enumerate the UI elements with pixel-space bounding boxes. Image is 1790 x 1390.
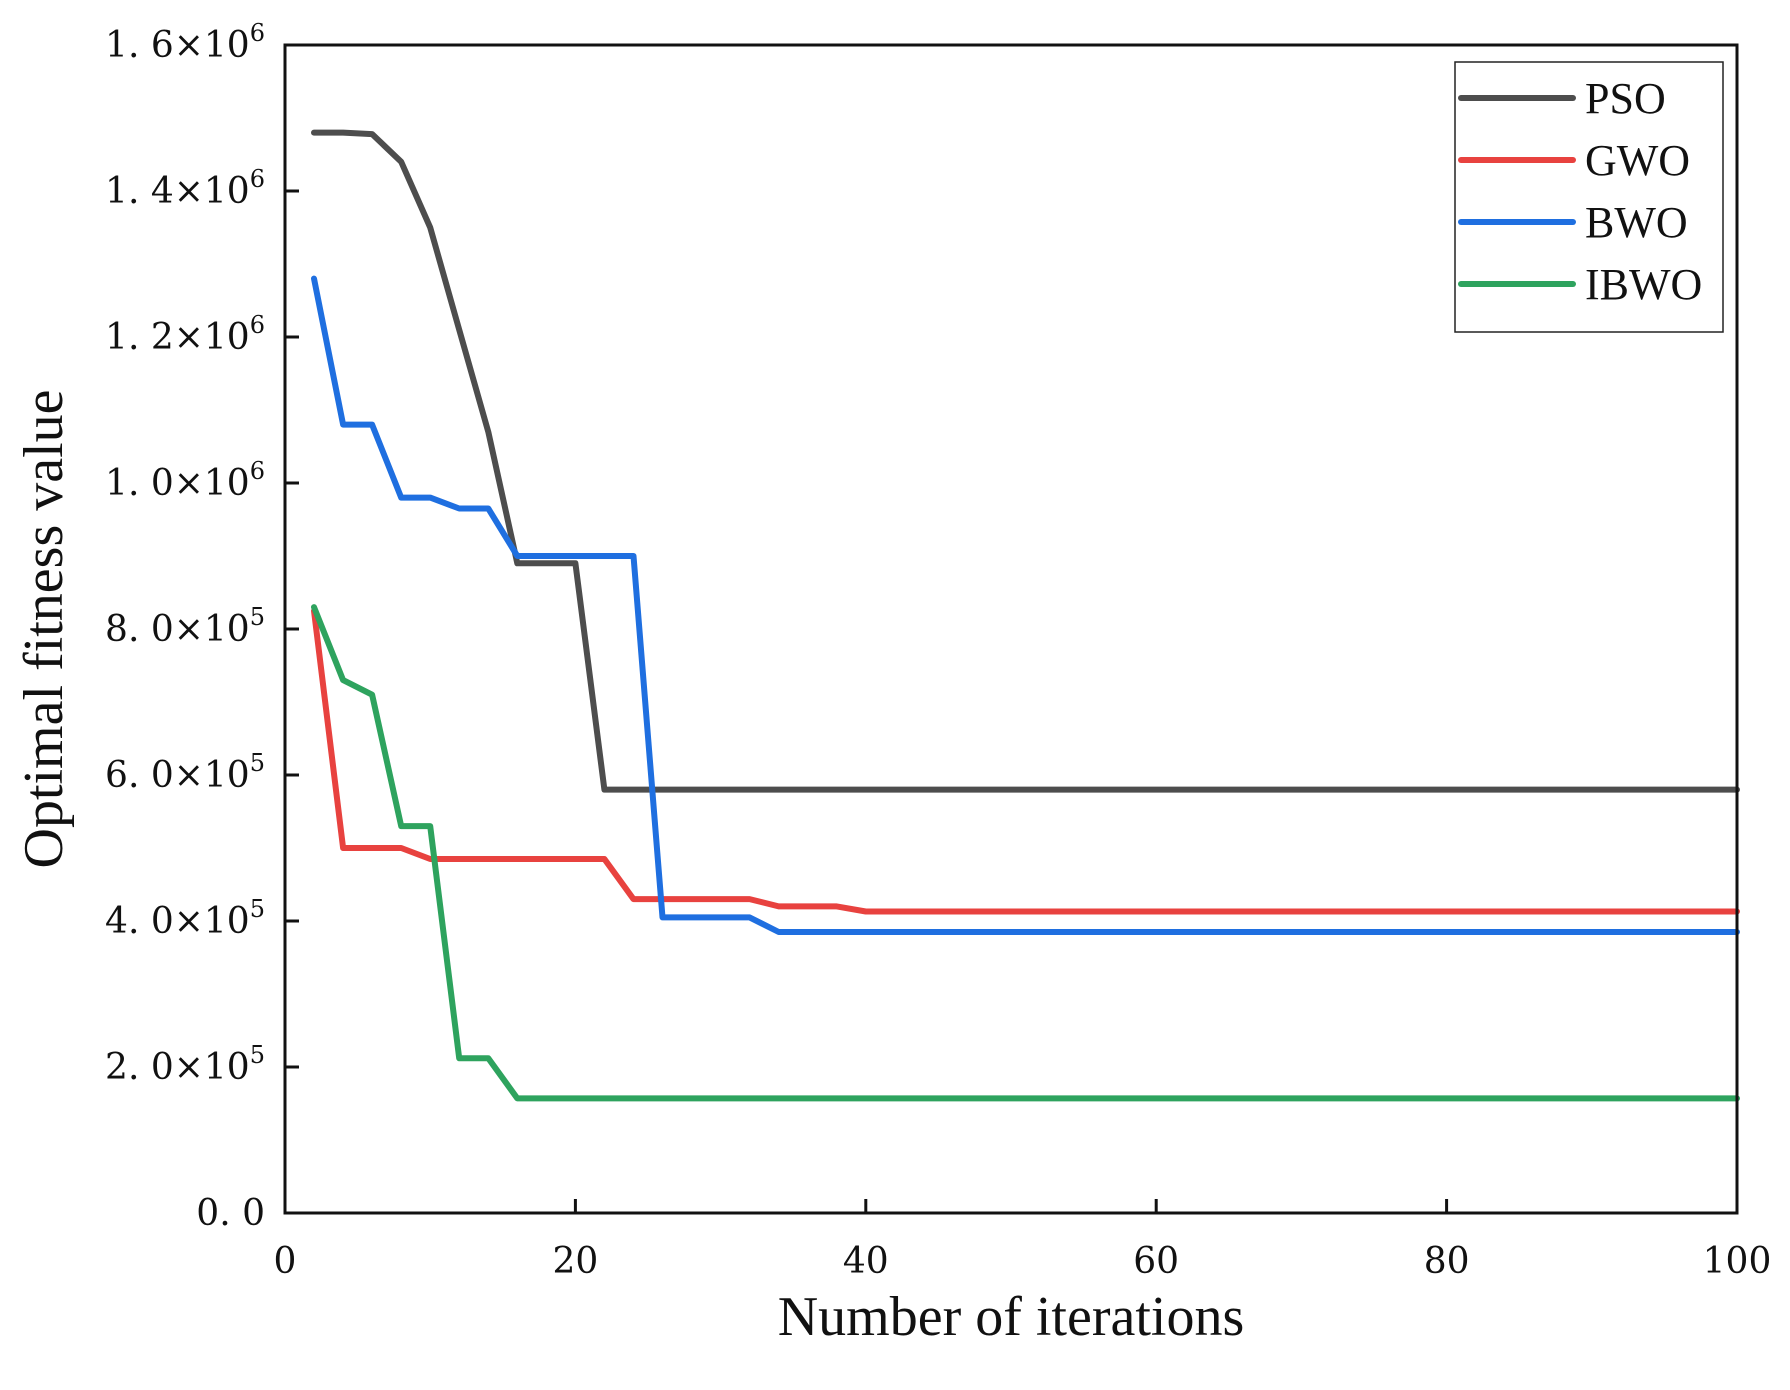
y-tick-label: 6. 0×105 — [105, 749, 265, 796]
y-axis-title: Optimal fitness value — [13, 389, 75, 868]
legend: PSO GWO BWO IBWO — [1454, 61, 1724, 333]
series-layer — [311, 129, 1740, 1102]
x-tick-label: 20 — [552, 1241, 598, 1282]
x-tick-label: 0 — [274, 1241, 297, 1282]
y-tick-label: 1. 2×106 — [105, 311, 265, 358]
series-line-ibwo — [311, 604, 1740, 1102]
x-tick-label: 60 — [1133, 1241, 1179, 1282]
y-tick-label: 2. 0×105 — [105, 1041, 265, 1088]
x-axis: 0 20 40 60 80 100 — [274, 1199, 1772, 1282]
x-tick-label: 80 — [1424, 1241, 1470, 1282]
legend-label-ibwo: IBWO — [1585, 260, 1702, 309]
x-axis-title: Number of iterations — [778, 1286, 1245, 1348]
legend-label-gwo: GWO — [1585, 136, 1690, 185]
x-tick-label: 40 — [843, 1241, 889, 1282]
y-tick-label: 1. 0×106 — [105, 457, 265, 504]
y-tick-label: 8. 0×105 — [105, 603, 265, 650]
legend-label-bwo: BWO — [1585, 198, 1688, 247]
series-line-gwo — [311, 607, 1740, 915]
y-axis: 0. 0 2. 0×105 4. 0×105 6. 0×105 8. 0×105 1. 0… — [105, 19, 299, 1234]
series-line-bwo — [311, 275, 1740, 935]
series-line-pso — [311, 129, 1740, 793]
y-tick-label: 4. 0×105 — [105, 895, 265, 942]
y-tick-label: 1. 4×106 — [105, 165, 265, 212]
x-tick-label: 100 — [1703, 1241, 1772, 1282]
y-tick-label: 0. 0 — [196, 1193, 265, 1234]
y-tick-label: 1. 6×106 — [105, 19, 265, 66]
legend-label-pso: PSO — [1585, 74, 1666, 123]
